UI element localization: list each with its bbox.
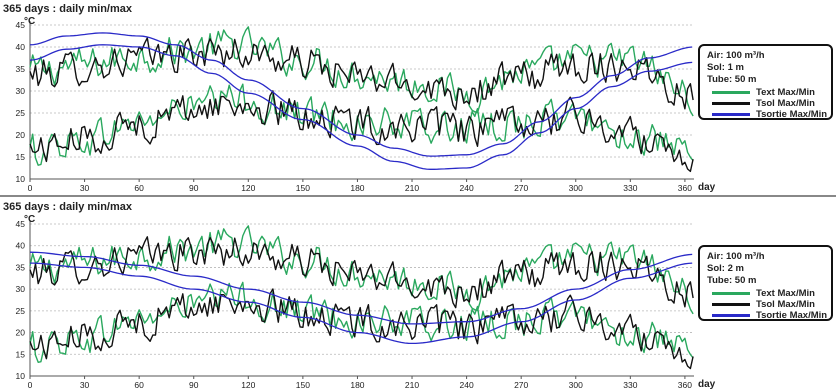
x-tick-label: 240 [460,183,474,193]
series-line-tsortie-max [29,251,693,325]
legend-box: Air: 100 m³/h Sol: 1 m Tube: 50 m Text M… [698,44,833,120]
x-tick-label: 360 [678,183,692,193]
chart-plot-top: 10 15 20 25 30 35 40 45 0 30 60 90 120 150 180 210 240 27… [16,20,716,193]
x-tick-label: 330 [623,183,637,193]
series-line-tsol-max [29,236,694,309]
x-tick-label: 270 [514,183,528,193]
y-tick-label: 15 [16,349,26,359]
x-tick-label: 150 [296,380,310,390]
x-axis-label: day [698,182,716,193]
y-tick-label: 10 [16,174,26,184]
x-tick-label: 90 [189,183,199,193]
panel-divider [0,195,836,197]
y-tick-label: 45 [16,20,26,30]
series-line-text-min [29,281,694,364]
x-tick-label: 240 [460,380,474,390]
legend-swatch-tsol [712,102,750,105]
param-air: Air: 100 m³/h [707,50,765,61]
chart-title: 365 days : daily min/max [3,3,133,15]
param-tube: Tube: 50 m [707,275,757,286]
series-line-text-max [29,225,694,315]
y-tick-label: 45 [16,219,26,229]
x-tick-label: 30 [80,380,90,390]
legend-label-tsol: Tsol Max/Min [756,299,815,310]
chart-title: 365 days : daily min/max [3,201,133,213]
series-line-tsortie-min [29,44,693,170]
x-tick-label: 60 [134,380,144,390]
y-tick-label: 30 [16,86,26,96]
legend-swatch-text [712,292,750,295]
legend-swatch-text [712,91,750,94]
y-tick-label: 15 [16,152,26,162]
y-tick-label: 20 [16,130,26,140]
x-tick-label: 120 [241,183,255,193]
x-tick-label: 120 [241,380,255,390]
param-tube: Tube: 50 m [707,74,757,85]
series-line-tsol-min [29,288,694,370]
legend-label-text: Text Max/Min [756,87,815,98]
y-tick-label: 20 [16,328,26,338]
y-tick-label: 40 [16,42,26,52]
series-line-text-max [29,26,694,117]
y-tick-label: 40 [16,241,26,251]
legend-label-text: Text Max/Min [756,288,815,299]
legend-swatch-tsortie [712,113,750,116]
x-tick-label: 330 [623,380,637,390]
series-line-tsol-min [29,90,694,173]
x-tick-label: 210 [405,380,419,390]
y-axis-unit: °C [24,214,36,225]
x-tick-label: 30 [80,183,90,193]
x-tick-label: 360 [678,380,692,390]
y-tick-label: 35 [16,64,26,74]
legend-swatch-tsol [712,303,750,306]
x-tick-label: 180 [350,380,364,390]
param-sol: Sol: 1 m [707,62,744,73]
x-tick-label: 270 [514,380,528,390]
series-line-tsol-max [29,37,694,111]
param-sol: Sol: 2 m [707,263,744,274]
legend-label-tsol: Tsol Max/Min [756,98,815,109]
param-air: Air: 100 m³/h [707,251,765,262]
x-tick-label: 300 [569,380,583,390]
x-tick-label: 0 [28,183,33,193]
legend-swatch-tsortie [712,314,750,317]
chart-plot-bottom: 10 15 20 25 30 35 40 45 0 30 60 90 120 150 180 210 240 27… [16,219,716,390]
x-tick-label: 90 [189,380,199,390]
x-tick-label: 210 [405,183,419,193]
series-line-tsortie-max [29,32,693,157]
y-tick-label: 35 [16,262,26,272]
x-tick-label: 0 [28,380,33,390]
legend-label-tsortie: Tsortie Max/Min [756,109,828,120]
series-line-text-min [29,83,694,166]
x-tick-label: 150 [296,183,310,193]
y-tick-label: 30 [16,284,26,294]
series-line-tsortie-min [30,262,693,345]
x-tick-label: 300 [569,183,583,193]
legend-box: Air: 100 m³/h Sol: 2 m Tube: 50 m Text M… [698,245,833,321]
x-axis-label: day [698,379,716,390]
y-axis-unit: °C [24,16,36,27]
y-tick-label: 25 [16,306,26,316]
y-tick-label: 25 [16,108,26,118]
x-tick-label: 180 [350,183,364,193]
legend-label-tsortie: Tsortie Max/Min [756,310,828,321]
y-tick-label: 10 [16,371,26,381]
chart-panel-bottom: 10 15 20 25 30 35 40 45 0 30 60 90 120 150 180 210 240 27… [0,198,836,391]
chart-panel-top: 10 15 20 25 30 35 40 45 0 30 60 90 120 150 180 210 240 27… [0,0,836,195]
x-tick-label: 60 [134,183,144,193]
